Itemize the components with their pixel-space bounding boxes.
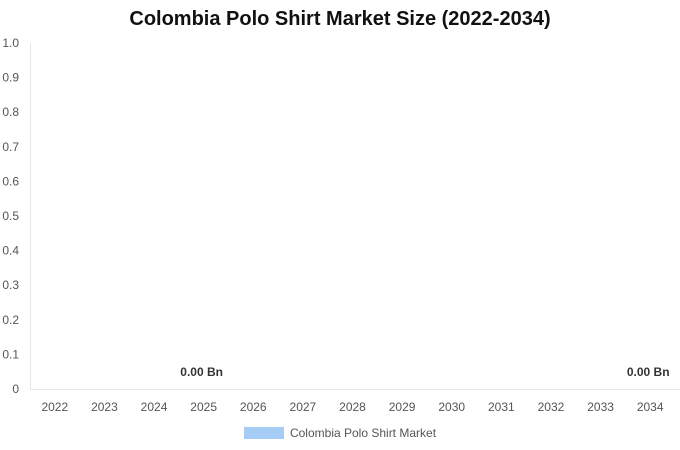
x-tick-label: 2034	[637, 400, 664, 414]
y-tick-label: 0.9	[2, 71, 19, 85]
y-tick-label: 0.6	[2, 174, 19, 188]
x-tick-label: 2024	[141, 400, 168, 414]
x-tick-label: 2030	[438, 400, 465, 414]
x-tick-label: 2033	[587, 400, 614, 414]
legend-label: Colombia Polo Shirt Market	[289, 426, 437, 440]
legend: Colombia Polo Shirt Market	[0, 426, 680, 440]
x-tick-label: 2026	[240, 400, 267, 414]
y-axis-ticks: 0 0.1 0.2 0.3 0.4 0.5 0.6 0.7 0.8 0.9 1.0	[2, 36, 19, 396]
x-tick-label: 2022	[41, 400, 68, 414]
x-tick-label: 2023	[91, 400, 118, 414]
x-tick-label: 2031	[488, 400, 515, 414]
x-tick-label: 2032	[538, 400, 565, 414]
y-tick-label: 0.5	[2, 209, 19, 223]
x-tick-label: 2025	[190, 400, 217, 414]
x-tick-label: 2027	[290, 400, 317, 414]
y-tick-label: 0.7	[2, 140, 19, 154]
data-label: 0.00 Bn	[180, 365, 223, 379]
y-tick-label: 0.1	[2, 347, 19, 361]
y-tick-label: 0	[12, 382, 19, 396]
x-tick-label: 2029	[389, 400, 416, 414]
y-tick-label: 0.2	[2, 313, 19, 327]
legend-swatch	[243, 427, 284, 439]
x-tick-label: 2028	[339, 400, 366, 414]
y-tick-label: 0.3	[2, 278, 19, 292]
data-label: 0.00 Bn	[627, 365, 670, 379]
y-tick-label: 0.4	[2, 244, 19, 258]
y-tick-label: 1.0	[2, 36, 19, 50]
x-axis-ticks: 2022 2023 2024 2025 2026 2027 2028 2029 2030 2031…	[41, 400, 663, 414]
data-labels: 0.00 Bn 0.00 Bn	[180, 365, 669, 379]
y-tick-label: 0.8	[2, 105, 19, 119]
chart-title: Colombia Polo Shirt Market Size (2022-20…	[129, 8, 551, 30]
